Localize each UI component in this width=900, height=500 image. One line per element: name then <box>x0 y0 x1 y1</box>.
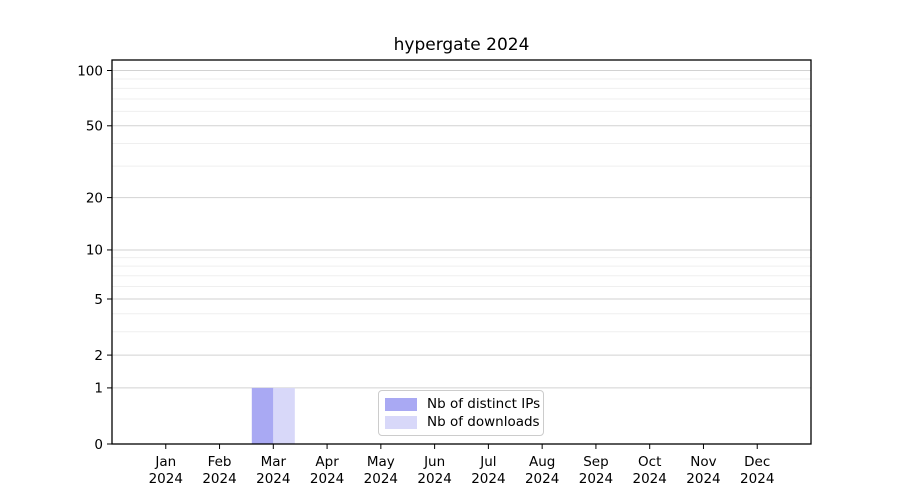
y-tick-label-5: 5 <box>94 292 103 308</box>
y-tick-label-2: 2 <box>94 348 103 364</box>
x-tick-label-jan: Jan <box>154 454 176 470</box>
x-tick-label-oct: Oct <box>638 454 661 470</box>
chart-title: hypergate 2024 <box>393 35 530 55</box>
x-tick-label-mar: Mar <box>261 454 287 470</box>
x-tick-sublabel-jun: 2024 <box>417 471 451 487</box>
legend-swatch-distinct-ips-icon <box>385 397 417 411</box>
x-tick-sublabel-apr: 2024 <box>310 471 344 487</box>
x-tick-label-jun: Jun <box>423 454 445 470</box>
x-tick-label-may: May <box>367 454 395 470</box>
x-tick-sublabel-oct: 2024 <box>633 471 667 487</box>
x-tick-sublabel-mar: 2024 <box>256 471 290 487</box>
y-tick-label-0: 0 <box>94 437 103 453</box>
x-tick-sublabel-aug: 2024 <box>525 471 559 487</box>
x-tick-sublabel-sep: 2024 <box>579 471 613 487</box>
y-tick-label-1: 1 <box>94 381 103 397</box>
bar-nb-of-distinct-ips-mar-2024 <box>251 387 274 444</box>
legend-item-downloads: Nb of downloads <box>385 414 540 430</box>
legend-label-downloads: Nb of downloads <box>427 414 540 430</box>
x-tick-sublabel-dec: 2024 <box>740 471 774 487</box>
bar-nb-of-downloads-mar-2024 <box>273 387 295 444</box>
x-tick-label-feb: Feb <box>208 454 232 470</box>
y-tick-label-100: 100 <box>77 63 103 79</box>
legend-swatch-downloads-icon <box>385 415 417 429</box>
x-tick-label-sep: Sep <box>583 454 608 470</box>
y-tick-label-20: 20 <box>86 190 103 206</box>
y-tick-label-50: 50 <box>86 119 103 135</box>
x-tick-sublabel-jan: 2024 <box>149 471 183 487</box>
x-tick-sublabel-jul: 2024 <box>471 471 505 487</box>
legend-label-distinct-ips: Nb of distinct IPs <box>427 396 541 412</box>
x-tick-label-apr: Apr <box>315 454 339 470</box>
x-tick-sublabel-may: 2024 <box>364 471 398 487</box>
legend: Nb of distinct IPs Nb of downloads <box>378 390 544 436</box>
x-tick-label-aug: Aug <box>529 454 555 470</box>
x-tick-label-nov: Nov <box>690 454 716 470</box>
legend-item-distinct-ips: Nb of distinct IPs <box>385 396 540 412</box>
x-tick-label-dec: Dec <box>744 454 770 470</box>
y-tick-label-10: 10 <box>86 243 103 259</box>
x-tick-label-jul: Jul <box>479 454 496 470</box>
x-tick-sublabel-feb: 2024 <box>202 471 236 487</box>
x-tick-sublabel-nov: 2024 <box>686 471 720 487</box>
plot-border <box>111 59 812 445</box>
